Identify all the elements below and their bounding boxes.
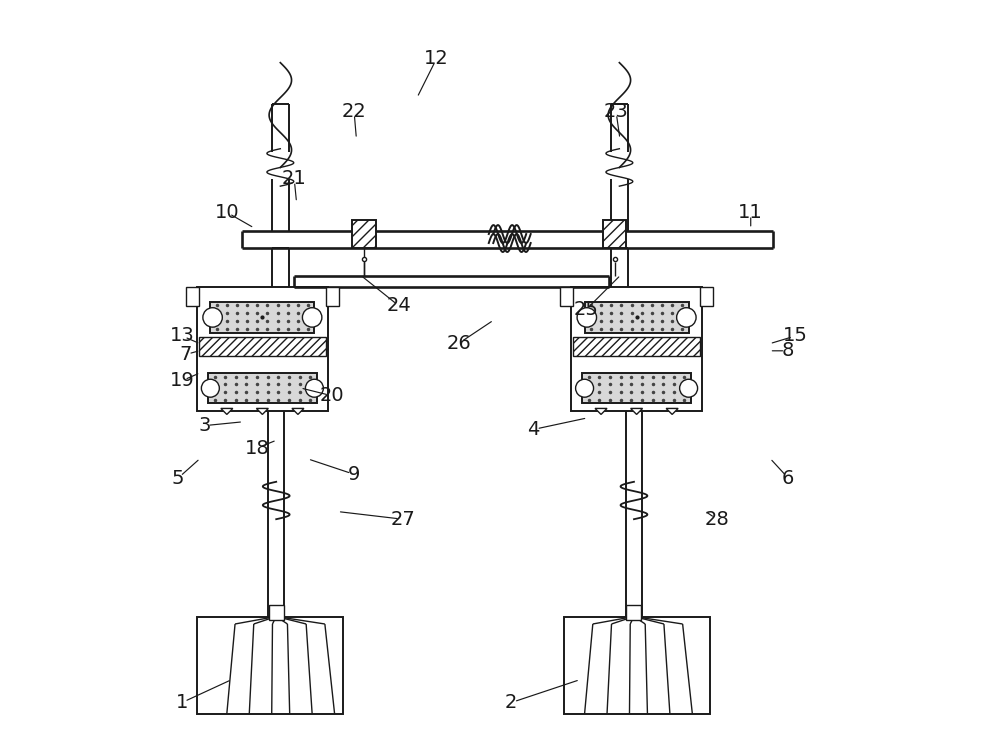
Bar [326, 287, 339, 306]
Text: 8: 8 [782, 342, 794, 360]
Circle shape [680, 379, 698, 397]
Bar [199, 337, 326, 357]
Circle shape [302, 308, 322, 327]
Polygon shape [666, 409, 678, 415]
Text: 22: 22 [342, 102, 366, 121]
Bar [585, 302, 689, 333]
Bar [352, 220, 376, 248]
Bar [603, 220, 626, 248]
Text: 9: 9 [348, 464, 360, 484]
Bar [197, 287, 328, 411]
Circle shape [677, 308, 696, 327]
Bar [571, 287, 702, 411]
Text: 19: 19 [170, 371, 194, 391]
Circle shape [576, 379, 594, 397]
Bar [269, 605, 284, 621]
Text: 10: 10 [215, 203, 239, 222]
Text: 23: 23 [604, 102, 628, 121]
Text: 5: 5 [172, 468, 184, 488]
Bar [582, 373, 691, 403]
Circle shape [577, 308, 597, 327]
Bar [564, 617, 710, 714]
Circle shape [203, 308, 222, 327]
Bar [210, 302, 314, 333]
Text: 24: 24 [387, 296, 411, 315]
Text: 12: 12 [424, 50, 449, 69]
Polygon shape [256, 409, 268, 415]
Text: 1: 1 [176, 693, 188, 712]
Text: 25: 25 [574, 300, 599, 319]
Bar [700, 287, 713, 306]
Bar [573, 337, 700, 357]
Circle shape [305, 379, 323, 397]
Bar [186, 287, 199, 306]
Text: 20: 20 [319, 386, 344, 405]
Text: 21: 21 [282, 169, 307, 188]
Polygon shape [292, 409, 304, 415]
Text: 27: 27 [390, 510, 415, 529]
Text: 2: 2 [505, 693, 517, 712]
Text: 3: 3 [198, 416, 211, 435]
Text: 11: 11 [738, 203, 763, 222]
Circle shape [201, 379, 219, 397]
Bar [197, 617, 343, 714]
Polygon shape [221, 409, 233, 415]
Polygon shape [631, 409, 643, 415]
Bar [208, 373, 317, 403]
Bar [560, 287, 573, 306]
Text: 15: 15 [783, 326, 808, 345]
Text: 26: 26 [446, 334, 471, 353]
Text: 28: 28 [705, 510, 729, 529]
Text: 13: 13 [170, 326, 194, 345]
Text: 18: 18 [244, 439, 269, 458]
Text: 4: 4 [527, 420, 540, 439]
Text: 6: 6 [782, 468, 794, 488]
Polygon shape [595, 409, 607, 415]
Text: 7: 7 [179, 345, 192, 364]
Bar [626, 605, 641, 621]
